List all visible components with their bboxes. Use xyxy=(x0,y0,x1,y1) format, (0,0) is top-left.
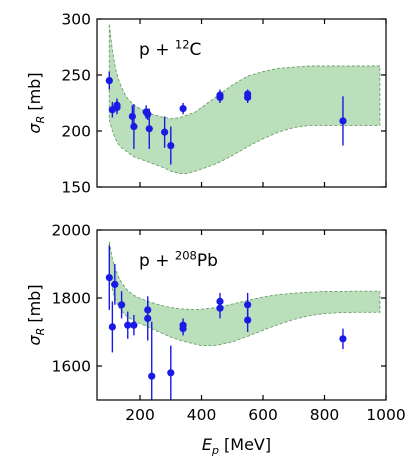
data-marker xyxy=(167,141,175,150)
panel-p-carbon: 150 200 250 300 σR [mb] p + 12C xyxy=(25,11,387,197)
data-point xyxy=(105,71,113,90)
panel-p-lead: 1600 1800 2000 200 400 600 800 1000 σR [mb] p + 2… xyxy=(25,222,406,458)
data-marker xyxy=(179,105,187,113)
data-marker xyxy=(130,321,138,329)
x-tick-label: 800 xyxy=(310,406,340,424)
data-marker xyxy=(244,301,252,309)
uncertainty-band xyxy=(108,241,381,347)
axes-frame xyxy=(96,18,387,188)
data-marker xyxy=(128,112,136,121)
x-tick-label: 600 xyxy=(248,406,278,424)
data-marker xyxy=(161,128,169,136)
data-point xyxy=(108,301,116,353)
data-point xyxy=(244,308,252,332)
data-marker xyxy=(124,321,132,329)
data-point xyxy=(105,245,113,310)
data-point xyxy=(130,315,138,336)
data-point xyxy=(113,98,121,112)
data-marker xyxy=(130,122,138,131)
x-axis-label: Ep [MeV] xyxy=(202,435,271,457)
y-tick-label: 200 xyxy=(61,123,91,141)
y-axis-label: σR [mb] xyxy=(25,72,47,133)
data-point xyxy=(144,296,152,341)
data-marker xyxy=(113,101,121,109)
y-tick-label: 250 xyxy=(61,67,91,85)
data-point xyxy=(167,126,175,165)
data-point xyxy=(130,104,138,149)
data-point xyxy=(216,89,224,101)
panel-annotation: p + 208Pb xyxy=(139,249,218,271)
data-marker xyxy=(167,369,175,377)
y-axis-label: σR [mb] xyxy=(25,284,47,345)
y-tick-label: 150 xyxy=(61,179,91,197)
data-point xyxy=(111,264,119,305)
data-marker xyxy=(339,117,347,125)
x-tick-label: 400 xyxy=(187,406,217,424)
data-marker xyxy=(144,314,152,322)
data-marker xyxy=(216,91,224,99)
data-point xyxy=(339,328,347,349)
x-tick-label: 200 xyxy=(125,406,155,424)
data-marker xyxy=(105,77,113,85)
data-marker xyxy=(339,335,347,343)
y-tick-label: 1800 xyxy=(52,290,91,308)
data-marker xyxy=(179,325,187,333)
data-point xyxy=(179,103,187,115)
data-point xyxy=(339,96,347,146)
plot-area xyxy=(105,24,381,175)
axes-frame xyxy=(96,229,387,401)
data-point xyxy=(216,298,224,319)
y-tick-label: 2000 xyxy=(52,222,91,240)
data-marker xyxy=(148,372,156,380)
data-point xyxy=(148,321,156,400)
panel-annotation: p + 12C xyxy=(139,38,201,60)
data-point xyxy=(244,89,252,99)
data-marker xyxy=(111,280,119,288)
data-marker xyxy=(216,304,224,312)
x-tick-label: 1000 xyxy=(366,406,405,424)
y-tick-label: 1600 xyxy=(52,358,91,376)
data-point xyxy=(161,116,169,148)
data-marker xyxy=(105,274,113,282)
y-tick-label: 300 xyxy=(61,11,91,29)
data-marker xyxy=(244,316,252,324)
data-marker xyxy=(145,125,153,133)
plot-area xyxy=(105,241,381,400)
data-marker xyxy=(144,110,152,118)
data-marker xyxy=(117,301,126,309)
data-marker xyxy=(108,323,116,331)
data-point xyxy=(179,321,187,336)
data-point xyxy=(117,291,126,319)
data-marker xyxy=(244,90,252,98)
data-point xyxy=(145,108,153,149)
data-point xyxy=(124,311,132,339)
data-point xyxy=(167,345,175,400)
